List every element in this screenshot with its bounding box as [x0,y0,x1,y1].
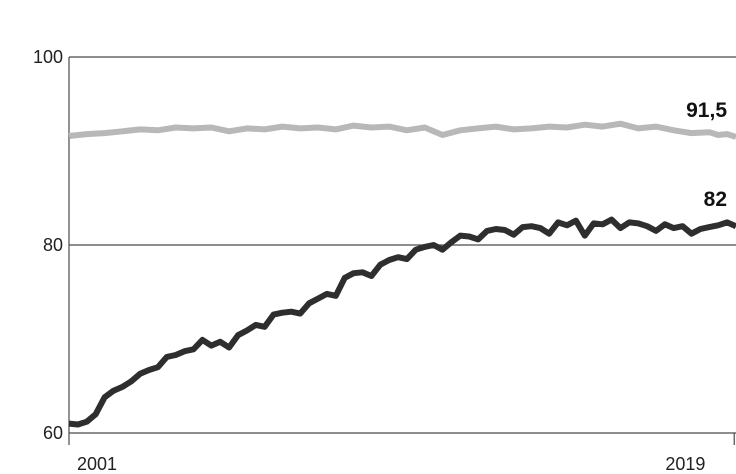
series-lines [68,120,736,428]
x-tick-labels: 2001 2019 [77,454,705,474]
x-tick-label-2019: 2019 [665,454,705,474]
gridlines [69,56,736,434]
end-labels: 91,5 82 [686,99,727,211]
y-tick-labels: 100 80 60 [33,47,63,443]
y-tick-label-100: 100 [33,47,63,67]
series-line-1 [68,120,736,140]
axes [68,57,735,445]
series-line-2 [68,216,736,428]
series-end-label-1: 91,5 [686,99,727,122]
y-tick-label-60: 60 [43,423,63,443]
x-tick-label-2001: 2001 [77,454,117,474]
series-end-label-2: 82 [704,188,727,211]
y-tick-label-80: 80 [43,235,63,255]
